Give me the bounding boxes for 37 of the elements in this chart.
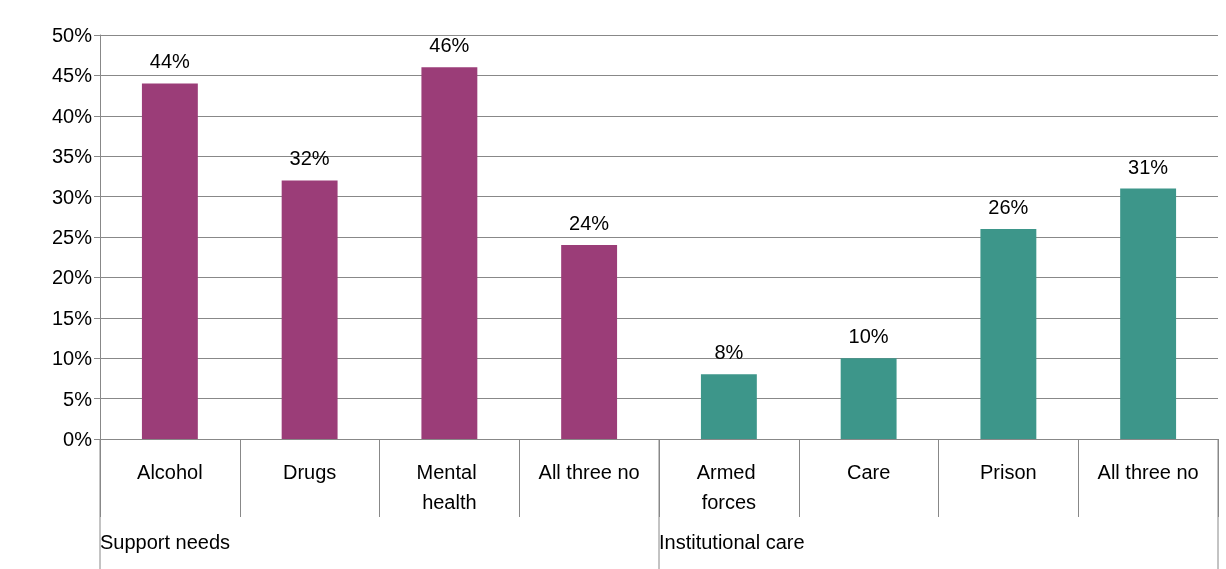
x-tick-label: Drugs — [282, 461, 337, 483]
y-tick-label: 0% — [63, 428, 93, 450]
text: Support needs — [100, 531, 231, 553]
y-tick-label: 25% — [51, 226, 93, 248]
x-tick-label: Alcohol — [137, 461, 203, 483]
x-tick-label: Mental health — [416, 461, 483, 513]
data-label: 26% — [988, 195, 1029, 218]
x-tick-label: Armed forces — [696, 461, 762, 513]
y-tick-label: 10% — [51, 347, 93, 370]
x-tick-label: All three no — [1097, 461, 1199, 483]
bar — [141, 83, 198, 439]
bar — [1120, 188, 1177, 439]
bar — [281, 180, 338, 439]
y-tick-label: 50% — [51, 24, 93, 46]
bar — [700, 374, 757, 439]
data-label: 44% — [149, 50, 191, 73]
y-tick-label: 40% — [51, 104, 93, 127]
text: Institutional care — [659, 531, 805, 553]
data-label: 8% — [714, 341, 744, 364]
data-label: 24% — [569, 212, 610, 235]
data-label: 31% — [1128, 155, 1169, 178]
bar — [840, 358, 897, 439]
y-tick-label: 45% — [51, 64, 93, 87]
y-tick-label: 20% — [51, 266, 93, 289]
x-tick-label: Prison — [980, 461, 1037, 483]
x-tick-label: Care — [846, 461, 891, 483]
y-tick-label: 35% — [51, 145, 93, 168]
y-tick-label: 30% — [51, 185, 93, 208]
bar — [561, 245, 618, 439]
data-label: 46% — [429, 34, 470, 57]
x-tick-label: All three no — [538, 461, 640, 483]
y-tick-label: 15% — [51, 306, 93, 329]
data-label: 10% — [848, 325, 889, 348]
bar — [421, 67, 478, 439]
y-tick-label: 5% — [63, 387, 93, 410]
data-label: 32% — [289, 147, 330, 170]
bar — [980, 228, 1037, 439]
